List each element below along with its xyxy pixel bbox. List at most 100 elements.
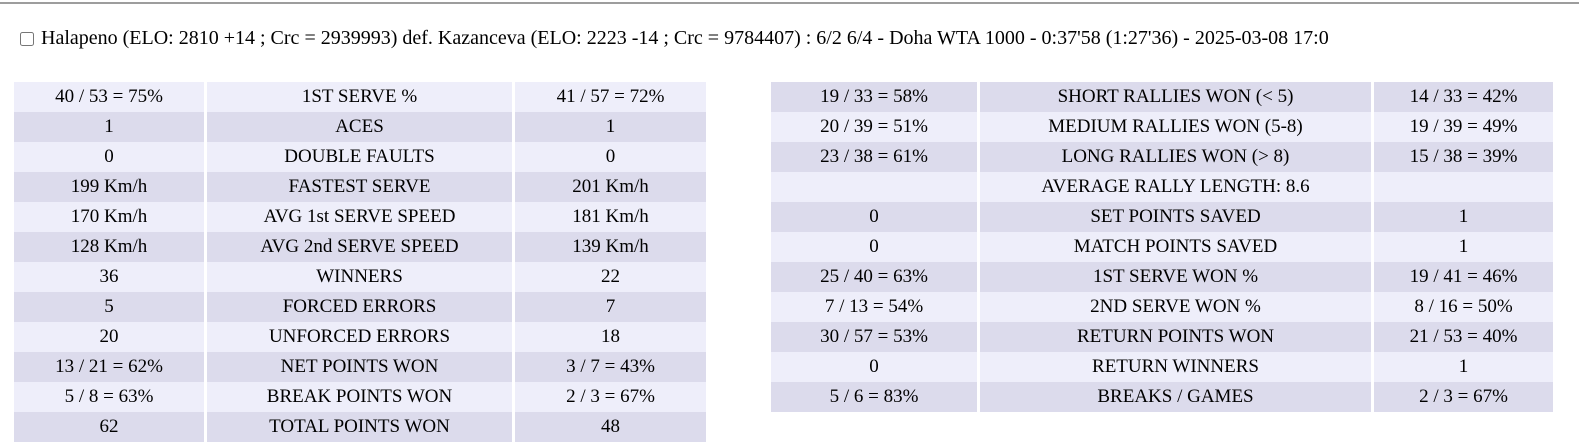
stat-row: 1 ACES 1 [14, 112, 706, 142]
p2-value-cell [1371, 172, 1553, 202]
p1-value-cell: 5 / 8 = 63% [14, 382, 204, 412]
p1-value-cell: 25 / 40 = 63% [771, 262, 977, 292]
p1-value-cell: 13 / 21 = 62% [14, 352, 204, 382]
p2-value-cell: 21 / 53 = 40% [1371, 322, 1553, 352]
stat-label-cell: TOTAL POINTS WON [204, 412, 512, 442]
p1-value-cell: 170 Km/h [14, 202, 204, 232]
stat-label-cell: SET POINTS SAVED [977, 202, 1371, 232]
stat-label-cell: 1ST SERVE WON % [977, 262, 1371, 292]
stat-row: 40 / 53 = 75% 1ST SERVE % 41 / 57 = 72% [14, 82, 706, 112]
stat-row: AVERAGE RALLY LENGTH: 8.6 [771, 172, 1553, 202]
match-select-checkbox[interactable] [20, 31, 34, 46]
stat-row: 170 Km/h AVG 1st SERVE SPEED 181 Km/h [14, 202, 706, 232]
stat-row: 25 / 40 = 63% 1ST SERVE WON % 19 / 41 = 46… [771, 262, 1553, 292]
p1-value-cell: 0 [771, 202, 977, 232]
top-divider [0, 2, 1579, 4]
p2-value-cell: 8 / 16 = 50% [1371, 292, 1553, 322]
p2-value-cell: 1 [1371, 352, 1553, 382]
p1-value-cell: 30 / 57 = 53% [771, 322, 977, 352]
stat-label-cell: BREAK POINTS WON [204, 382, 512, 412]
p2-value-cell: 2 / 3 = 67% [512, 382, 706, 412]
p2-value-cell: 14 / 33 = 42% [1371, 82, 1553, 112]
stat-label-cell: SHORT RALLIES WON (< 5) [977, 82, 1371, 112]
p1-value-cell: 20 / 39 = 51% [771, 112, 977, 142]
p2-value-cell: 18 [512, 322, 706, 352]
p2-value-cell: 3 / 7 = 43% [512, 352, 706, 382]
p2-value-cell: 201 Km/h [512, 172, 706, 202]
p1-value-cell: 20 [14, 322, 204, 352]
stat-label-cell: ACES [204, 112, 512, 142]
p2-value-cell: 7 [512, 292, 706, 322]
p1-value-cell: 40 / 53 = 75% [14, 82, 204, 112]
stat-row: 0 DOUBLE FAULTS 0 [14, 142, 706, 172]
stat-label-cell: WINNERS [204, 262, 512, 292]
stat-label-cell: RETURN WINNERS [977, 352, 1371, 382]
stat-label-cell: MEDIUM RALLIES WON (5-8) [977, 112, 1371, 142]
stat-label-cell: BREAKS / GAMES [977, 382, 1371, 412]
stat-row: 23 / 38 = 61% LONG RALLIES WON (> 8) 15 / … [771, 142, 1553, 172]
stat-row: 5 FORCED ERRORS 7 [14, 292, 706, 322]
p2-value-cell: 22 [512, 262, 706, 292]
p1-value-cell [771, 172, 977, 202]
stat-label-cell: NET POINTS WON [204, 352, 512, 382]
stat-row: 36 WINNERS 22 [14, 262, 706, 292]
stat-row: 0 RETURN WINNERS 1 [771, 352, 1553, 382]
stat-label-cell: FASTEST SERVE [204, 172, 512, 202]
p2-value-cell: 15 / 38 = 39% [1371, 142, 1553, 172]
stat-row: 62 TOTAL POINTS WON 48 [14, 412, 706, 442]
stat-row: 5 / 8 = 63% BREAK POINTS WON 2 / 3 = 67% [14, 382, 706, 412]
p2-value-cell: 139 Km/h [512, 232, 706, 262]
stat-label-cell: AVG 2nd SERVE SPEED [204, 232, 512, 262]
p2-value-cell: 19 / 41 = 46% [1371, 262, 1553, 292]
rally-stats-table: 19 / 33 = 58% SHORT RALLIES WON (< 5) 14 /… [771, 82, 1553, 412]
p2-value-cell: 0 [512, 142, 706, 172]
p2-value-cell: 48 [512, 412, 706, 442]
stat-label-cell: FORCED ERRORS [204, 292, 512, 322]
stat-label-cell: 2ND SERVE WON % [977, 292, 1371, 322]
stat-row: 0 SET POINTS SAVED 1 [771, 202, 1553, 232]
p1-value-cell: 199 Km/h [14, 172, 204, 202]
p1-value-cell: 128 Km/h [14, 232, 204, 262]
p2-value-cell: 2 / 3 = 67% [1371, 382, 1553, 412]
p1-value-cell: 5 / 6 = 83% [771, 382, 977, 412]
stat-label-cell: RETURN POINTS WON [977, 322, 1371, 352]
p1-value-cell: 7 / 13 = 54% [771, 292, 977, 322]
stat-label-cell: DOUBLE FAULTS [204, 142, 512, 172]
p1-value-cell: 0 [14, 142, 204, 172]
match-summary-text: Halapeno (ELO: 2810 +14 ; Crc = 2939993)… [41, 27, 1329, 49]
p1-value-cell: 23 / 38 = 61% [771, 142, 977, 172]
stat-label-cell: MATCH POINTS SAVED [977, 232, 1371, 262]
stat-row: 0 MATCH POINTS SAVED 1 [771, 232, 1553, 262]
stat-row: 20 / 39 = 51% MEDIUM RALLIES WON (5-8) 19 … [771, 112, 1553, 142]
stat-row: 13 / 21 = 62% NET POINTS WON 3 / 7 = 43% [14, 352, 706, 382]
p2-value-cell: 19 / 39 = 49% [1371, 112, 1553, 142]
p2-value-cell: 181 Km/h [512, 202, 706, 232]
p1-value-cell: 0 [771, 352, 977, 382]
stats-tables-container: 40 / 53 = 75% 1ST SERVE % 41 / 57 = 72% 1 AC… [14, 82, 1553, 442]
p1-value-cell: 62 [14, 412, 204, 442]
p1-value-cell: 36 [14, 262, 204, 292]
stat-label-cell: 1ST SERVE % [204, 82, 512, 112]
stat-label-cell: AVG 1st SERVE SPEED [204, 202, 512, 232]
stat-label-cell: AVERAGE RALLY LENGTH: 8.6 [977, 172, 1371, 202]
stat-row: 7 / 13 = 54% 2ND SERVE WON % 8 / 16 = 50% [771, 292, 1553, 322]
p2-value-cell: 1 [1371, 232, 1553, 262]
stat-row: 5 / 6 = 83% BREAKS / GAMES 2 / 3 = 67% [771, 382, 1553, 412]
stat-label-cell: UNFORCED ERRORS [204, 322, 512, 352]
stat-row: 19 / 33 = 58% SHORT RALLIES WON (< 5) 14 /… [771, 82, 1553, 112]
p1-value-cell: 19 / 33 = 58% [771, 82, 977, 112]
p2-value-cell: 41 / 57 = 72% [512, 82, 706, 112]
p2-value-cell: 1 [1371, 202, 1553, 232]
stat-row: 20 UNFORCED ERRORS 18 [14, 322, 706, 352]
match-header: Halapeno (ELO: 2810 +14 ; Crc = 2939993)… [20, 27, 1579, 50]
p1-value-cell: 0 [771, 232, 977, 262]
stat-row: 199 Km/h FASTEST SERVE 201 Km/h [14, 172, 706, 202]
stat-row: 30 / 57 = 53% RETURN POINTS WON 21 / 53 = … [771, 322, 1553, 352]
stat-row: 128 Km/h AVG 2nd SERVE SPEED 139 Km/h [14, 232, 706, 262]
p1-value-cell: 1 [14, 112, 204, 142]
stat-label-cell: LONG RALLIES WON (> 8) [977, 142, 1371, 172]
p1-value-cell: 5 [14, 292, 204, 322]
serve-stats-table: 40 / 53 = 75% 1ST SERVE % 41 / 57 = 72% 1 AC… [14, 82, 706, 442]
p2-value-cell: 1 [512, 112, 706, 142]
